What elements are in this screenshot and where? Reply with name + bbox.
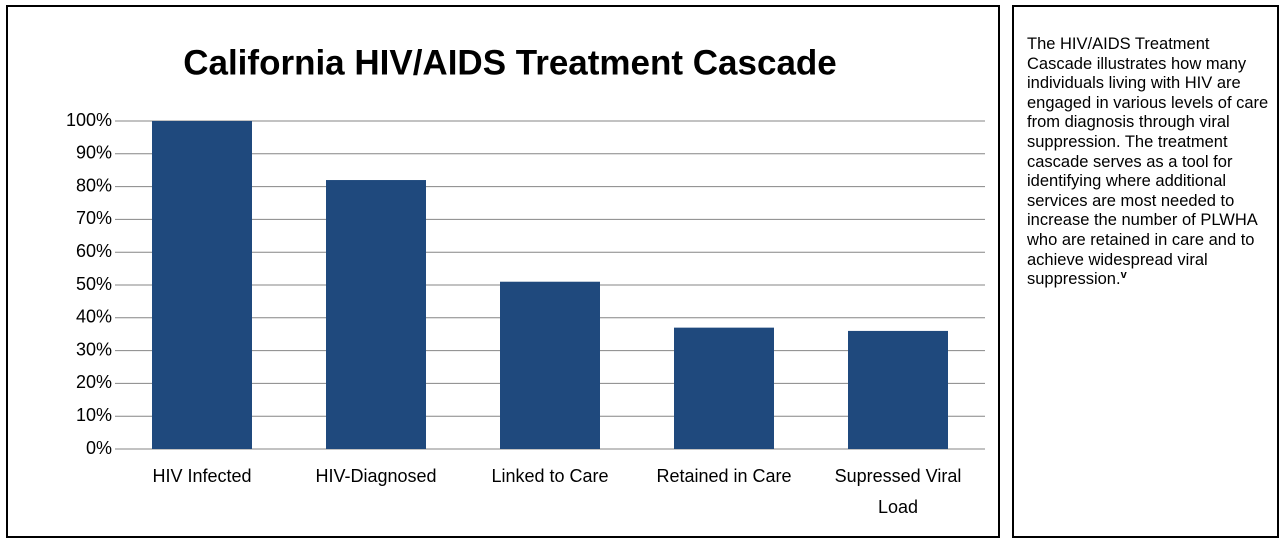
x-tick-label: HIV-Diagnosed [315, 466, 437, 486]
y-tick-label: 60% [76, 241, 112, 261]
y-tick-label: 40% [76, 307, 112, 327]
chart: California HIV/AIDS Treatment Cascade 0%… [66, 43, 985, 458]
y-tick-label: 90% [76, 143, 112, 163]
note-superscript: v [1120, 269, 1127, 282]
y-tick-label: 30% [76, 339, 112, 359]
x-tick-label: HIV Infected [152, 466, 252, 486]
bar [152, 121, 252, 449]
y-tick-label: 20% [76, 372, 112, 392]
chart-panel: California HIV/AIDS Treatment Cascade 0%… [6, 5, 1000, 538]
bar [500, 281, 600, 449]
y-tick-label: 80% [76, 175, 112, 195]
bar [326, 180, 426, 450]
y-tick-label: 0% [86, 438, 112, 458]
y-tick-label: 50% [76, 274, 112, 294]
x-tick-label: Retained in Care [656, 466, 792, 486]
y-tick-label: 10% [76, 405, 112, 425]
y-tick-label: 100% [66, 110, 112, 130]
x-tick-label: Supressed Viral Load [834, 466, 962, 517]
x-tick-label: Linked to Care [491, 466, 609, 486]
note-panel: The HIV/AIDS Treatment Cascade illustrat… [1012, 5, 1279, 538]
y-tick-label: 70% [76, 208, 112, 228]
chart-title: California HIV/AIDS Treatment Cascade [183, 43, 837, 82]
bar [848, 330, 948, 449]
note-text: The HIV/AIDS Treatment Cascade illustrat… [1027, 35, 1269, 289]
bar [674, 327, 774, 449]
